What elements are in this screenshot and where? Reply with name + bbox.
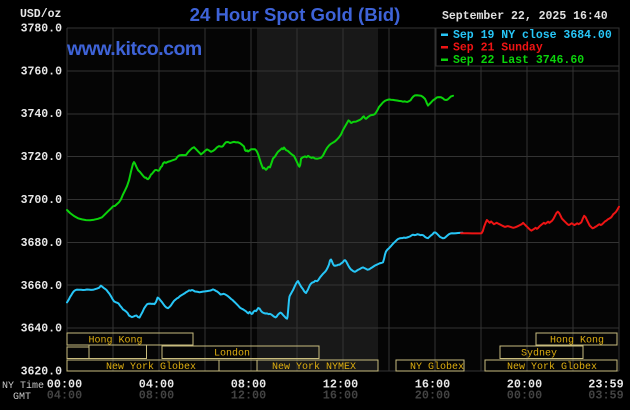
svg-text:20:00: 20:00 — [415, 389, 450, 403]
svg-text:03:59: 03:59 — [588, 389, 623, 403]
svg-text:New York Globex: New York Globex — [507, 361, 597, 373]
svg-text:Sep 19 NY close 3684.00: Sep 19 NY close 3684.00 — [453, 29, 612, 42]
svg-text:GMT: GMT — [13, 392, 31, 403]
svg-text:3640.0: 3640.0 — [21, 323, 63, 336]
svg-text:September 22, 2025 16:40: September 22, 2025 16:40 — [442, 10, 608, 23]
svg-text:08:00: 08:00 — [139, 389, 174, 403]
svg-text:NY Globex: NY Globex — [410, 361, 464, 373]
svg-text:00:00: 00:00 — [507, 389, 542, 403]
svg-text:23:59: 23:59 — [588, 378, 623, 392]
svg-text:04:00: 04:00 — [47, 389, 82, 403]
svg-text:Sep 22 Last 3746.60: Sep 22 Last 3746.60 — [453, 54, 584, 67]
svg-text:3620.0: 3620.0 — [21, 366, 63, 379]
svg-text:3720.0: 3720.0 — [21, 151, 63, 164]
svg-text:00:00: 00:00 — [47, 378, 82, 392]
svg-text:Sep 21 Sunday: Sep 21 Sunday — [453, 42, 543, 55]
svg-text:08:00: 08:00 — [231, 378, 266, 392]
svg-text:New York Globex: New York Globex — [106, 361, 196, 373]
svg-text:12:00: 12:00 — [323, 378, 358, 392]
svg-text:16:00: 16:00 — [323, 389, 358, 403]
svg-text:12:00: 12:00 — [231, 389, 266, 403]
svg-text:NY Time: NY Time — [2, 380, 44, 392]
svg-text:24 Hour Spot Gold (Bid): 24 Hour Spot Gold (Bid) — [190, 4, 401, 25]
svg-text:Hong Kong: Hong Kong — [550, 336, 604, 347]
svg-text:New York NYMEX: New York NYMEX — [272, 361, 356, 373]
svg-text:USD/oz: USD/oz — [20, 8, 62, 21]
svg-text:3760.0: 3760.0 — [21, 65, 63, 78]
svg-text:3660.0: 3660.0 — [21, 280, 63, 293]
svg-text:3780.0: 3780.0 — [21, 23, 63, 36]
svg-text:Sydney: Sydney — [521, 348, 557, 360]
svg-text:16:00: 16:00 — [415, 378, 450, 392]
svg-text:3680.0: 3680.0 — [21, 237, 63, 250]
svg-text:3740.0: 3740.0 — [21, 108, 63, 121]
svg-text:Hong Kong: Hong Kong — [89, 336, 143, 347]
svg-text:3700.0: 3700.0 — [21, 194, 63, 207]
svg-text:London: London — [214, 348, 250, 360]
svg-text:04:00: 04:00 — [139, 378, 174, 392]
svg-text:www.kitco.com: www.kitco.com — [66, 38, 202, 60]
svg-text:20:00: 20:00 — [507, 378, 542, 392]
